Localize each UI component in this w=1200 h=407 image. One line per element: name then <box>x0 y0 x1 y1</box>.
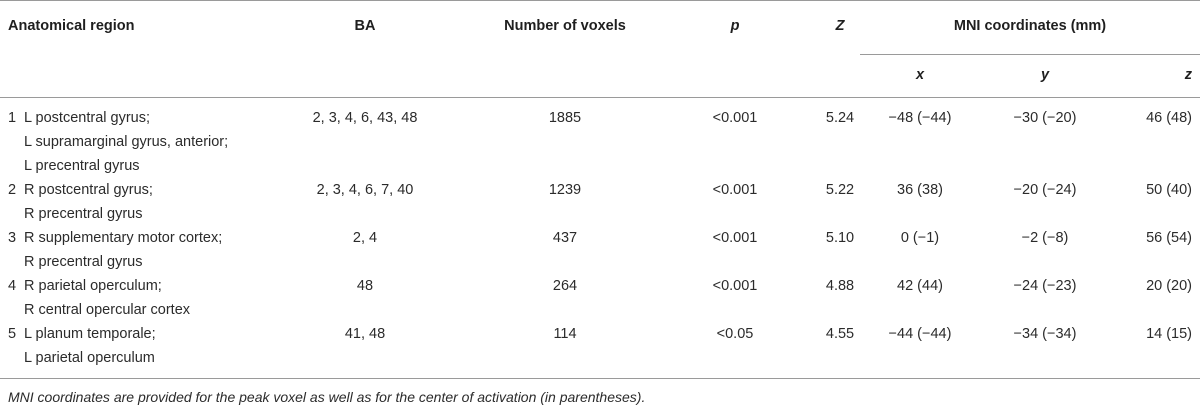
region-line-continued: R central opercular cortex <box>24 301 191 318</box>
cell-mni-y: −2 (−8) <box>1021 229 1069 246</box>
cell-p-value: <0.001 <box>712 109 758 126</box>
cell-z-score: 4.55 <box>825 325 855 342</box>
row-number: 3 <box>8 229 17 246</box>
region-line-continued: L precentral gyrus <box>24 157 140 174</box>
cell-p-value: <0.001 <box>712 277 758 294</box>
cell-number-of-voxels: 1885 <box>548 109 582 126</box>
table-row: 1 L postcentral gyrus; L supramarginal gyr… <box>0 97 1200 178</box>
cell-mni-x: 0 (−1) <box>900 229 940 246</box>
header-y: y <box>1040 67 1050 83</box>
cell-p-value: <0.001 <box>712 181 758 198</box>
cell-anatomical-region: 4 R parietal operculum; R central opercula… <box>0 274 250 322</box>
cell-p-value: <0.05 <box>716 325 754 342</box>
header-p: p <box>730 18 740 34</box>
cell-number-of-voxels: 437 <box>552 229 578 246</box>
cell-mni-x: −48 (−44) <box>888 109 952 126</box>
cell-mni-x: −44 (−44) <box>888 325 952 342</box>
cell-mni-y: −20 (−24) <box>1013 181 1077 198</box>
region-line-continued: L supramarginal gyrus, anterior; <box>24 133 229 150</box>
region-line-continued: L parietal operculum <box>24 349 155 366</box>
row-number: 4 <box>8 277 17 294</box>
header-mni-coordinates: MNI coordinates (mm) <box>860 0 1200 55</box>
region-line-continued: R precentral gyrus <box>24 253 143 270</box>
cell-number-of-voxels: 114 <box>553 325 577 342</box>
header-x: x <box>915 67 925 83</box>
cell-number-of-voxels: 264 <box>552 277 578 294</box>
region-line-primary: 4 R parietal operculum; <box>8 274 250 298</box>
region-text: L planum temporale; <box>24 325 156 342</box>
table-row: 3 R supplementary motor cortex; R precentr… <box>0 226 1200 274</box>
cell-anatomical-region: 3 R supplementary motor cortex; R precentr… <box>0 226 250 274</box>
cell-ba: 2, 3, 4, 6, 43, 48 <box>312 109 418 126</box>
region-line-primary: 2 R postcentral gyrus; <box>8 178 250 202</box>
table-row: 5 L planum temporale; L parietal operculum… <box>0 322 1200 378</box>
cell-anatomical-region: 2 R postcentral gyrus; R precentral gyrus <box>0 178 250 226</box>
row-number: 1 <box>8 109 17 126</box>
subheader-row: x y z <box>0 55 1200 97</box>
header-anatomical-region: Anatomical region <box>8 18 135 34</box>
cell-p-value: <0.001 <box>712 229 758 246</box>
region-line-primary: 3 R supplementary motor cortex; <box>8 226 250 250</box>
cell-ba: 2, 3, 4, 6, 7, 40 <box>316 181 414 198</box>
region-text: R supplementary motor cortex; <box>24 229 223 246</box>
region-line-primary: 5 L planum temporale; <box>8 322 250 346</box>
cell-mni-z: 50 (40) <box>1146 181 1193 198</box>
header-z: Z <box>835 18 845 34</box>
table-footnote: MNI coordinates are provided for the pea… <box>0 377 1200 407</box>
region-line-continued: R precentral gyrus <box>24 205 143 222</box>
cell-mni-y: −34 (−34) <box>1013 325 1077 342</box>
cell-z-score: 5.22 <box>825 181 855 198</box>
activation-table: Anatomical region BA Number of voxels p … <box>0 0 1200 378</box>
region-line-primary: 1 L postcentral gyrus; <box>8 106 250 130</box>
table-body: 1 L postcentral gyrus; L supramarginal gyr… <box>0 97 1200 378</box>
region-text: L postcentral gyrus; <box>24 109 150 126</box>
header-number-of-voxels: Number of voxels <box>504 18 626 34</box>
region-text: R postcentral gyrus; <box>24 181 153 198</box>
table-row: 4 R parietal operculum; R central opercula… <box>0 274 1200 322</box>
cell-mni-x: 36 (38) <box>897 181 943 198</box>
cell-z-score: 5.10 <box>825 229 855 246</box>
cell-ba: 2, 4 <box>352 229 378 246</box>
header-z-coord: z <box>1184 67 1193 83</box>
cell-mni-x: 42 (44) <box>897 277 943 294</box>
header-row: Anatomical region BA Number of voxels p … <box>0 0 1200 55</box>
cell-mni-z: 14 (15) <box>1146 325 1193 342</box>
cell-z-score: 4.88 <box>825 277 855 294</box>
cell-mni-y: −24 (−23) <box>1013 277 1077 294</box>
cell-mni-z: 46 (48) <box>1146 109 1193 126</box>
row-number: 2 <box>8 181 17 198</box>
cell-mni-z: 20 (20) <box>1146 277 1193 294</box>
header-ba: BA <box>354 18 376 34</box>
cell-mni-y: −30 (−20) <box>1013 109 1077 126</box>
cell-ba: 48 <box>356 277 374 294</box>
cell-z-score: 5.24 <box>825 109 855 126</box>
cell-anatomical-region: 5 L planum temporale; L parietal operculum <box>0 322 250 378</box>
region-text: R parietal operculum; <box>24 277 162 294</box>
cell-number-of-voxels: 1239 <box>548 181 582 198</box>
cell-mni-z: 56 (54) <box>1146 229 1193 246</box>
row-number: 5 <box>8 325 17 342</box>
cell-ba: 41, 48 <box>344 325 386 342</box>
cell-anatomical-region: 1 L postcentral gyrus; L supramarginal gyr… <box>0 97 250 178</box>
